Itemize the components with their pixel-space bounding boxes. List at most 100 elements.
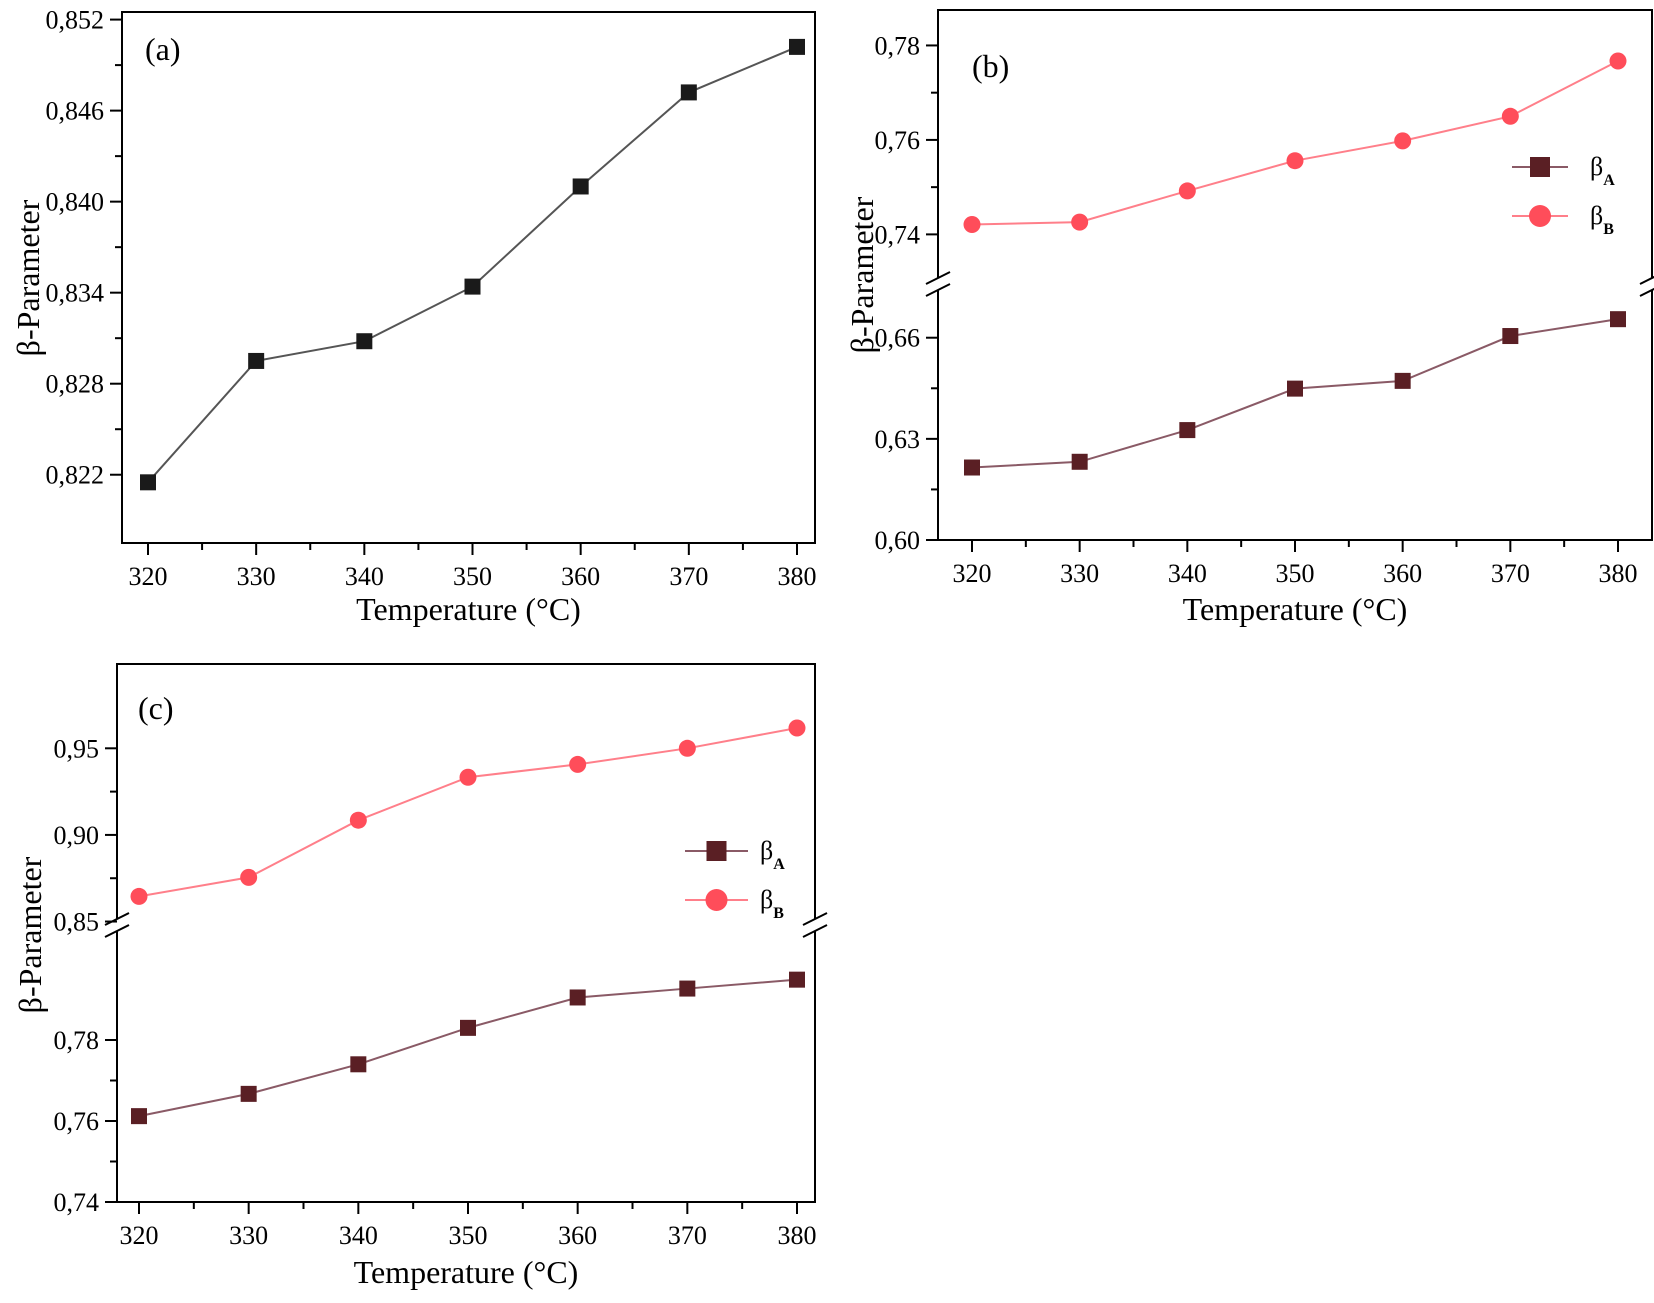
x-tick-label: 350 (1276, 559, 1315, 588)
x-tick-label: 320 (120, 1221, 159, 1250)
x-axis-label: Temperature (°C) (1183, 591, 1408, 627)
x-tick-label: 350 (449, 1221, 488, 1250)
x-tick-label: 330 (1060, 559, 1099, 588)
data-point-circle (1286, 152, 1304, 170)
data-point-circle (678, 739, 696, 757)
legend-subscript: A (773, 856, 785, 873)
legend-subscript: A (1603, 172, 1615, 189)
legend-symbol: β (1590, 201, 1603, 230)
y-tick-label: 0,78 (875, 31, 921, 60)
data-point-square (356, 333, 373, 350)
axis-break-mark (1639, 275, 1654, 285)
legend-marker-square (706, 841, 727, 861)
y-axis-label: β-Parameter (10, 199, 46, 356)
plot-frame (121, 11, 816, 544)
data-point-square (1179, 422, 1196, 439)
panel-c-chart: 320 330 340 350 360 370 380 0,74 0,76 0,78 0,85 0,9… (12, 663, 828, 1290)
y-tick-label: 0,822 (46, 461, 105, 490)
legend-entry: βB (1590, 201, 1614, 238)
x-axis-label: Temperature (°C) (354, 1254, 579, 1290)
legend-symbol: β (760, 885, 773, 914)
panel-label: (b) (972, 48, 1009, 84)
legend-entry: βA (760, 836, 785, 873)
x-tick-label: 320 (129, 562, 168, 591)
data-point-square (964, 459, 980, 476)
panel-b-chart: 320 330 340 350 360 370 380 0,60 0,63 0,66 0,74 0,7… (844, 9, 1654, 627)
y-tick-label: 0,76 (875, 126, 921, 155)
axis-break-mark (104, 924, 130, 938)
data-point-square (789, 38, 805, 55)
x-tick-label: 340 (339, 1221, 378, 1250)
data-point-square (464, 278, 481, 295)
data-point-square (1287, 380, 1303, 397)
data-point-square (140, 474, 156, 491)
x-axis-label: Temperature (°C) (356, 591, 581, 627)
x-tick-label: 380 (778, 562, 817, 591)
x-tick-label: 330 (229, 1221, 268, 1250)
y-tick-label: 0,90 (54, 821, 100, 850)
x-tick-label: 370 (669, 562, 708, 591)
y-tick-label: 0,74 (54, 1188, 100, 1217)
axis-break-mark (104, 912, 130, 926)
legend-entry: βB (760, 885, 784, 922)
data-point-square (460, 1019, 476, 1036)
y-tick-label: 0,840 (46, 188, 105, 217)
y-tick-label: 0,74 (875, 220, 921, 249)
legend-symbol: β (760, 836, 773, 865)
y-axis-label: β-Parameter (12, 856, 48, 1013)
data-point-circle (1394, 132, 1412, 150)
y-tick-label: 0,846 (46, 97, 105, 126)
data-point-circle (788, 719, 806, 737)
x-tick-label: 330 (237, 562, 276, 591)
y-tick-label: 0,76 (54, 1107, 100, 1136)
axis-break-mark (802, 912, 828, 926)
data-point-square (1071, 453, 1088, 470)
y-tick-label: 0,95 (54, 734, 100, 763)
data-point-square (680, 84, 697, 101)
plot-frame (937, 9, 1653, 541)
data-point-circle (240, 868, 258, 886)
data-point-square (248, 352, 265, 369)
axis-break-mark (925, 271, 951, 285)
y-tick-label: 0,828 (46, 370, 105, 399)
y-tick-label: 0,63 (875, 425, 921, 454)
legend-symbol: β (1590, 152, 1603, 181)
data-point-square (1394, 372, 1411, 389)
x-tick-label: 340 (1168, 559, 1207, 588)
x-tick-label: 350 (453, 562, 492, 591)
data-point-square (679, 980, 696, 997)
legend-marker-circle (705, 889, 728, 911)
series-line (138, 978, 798, 1118)
data-point-circle (349, 811, 367, 829)
x-tick-label: 360 (558, 1221, 597, 1250)
x-tick-label: 380 (1599, 559, 1638, 588)
y-tick-label: 0,85 (54, 908, 100, 937)
data-point-square (569, 989, 586, 1006)
series-line (147, 45, 798, 483)
axis-break-mark (1639, 287, 1654, 297)
axis-break-mark (802, 924, 828, 938)
legend-marker-square (1530, 157, 1550, 177)
legend-subscript: B (773, 905, 784, 922)
y-tick-label: 0,834 (46, 279, 105, 308)
axis-break-mark (925, 283, 951, 297)
x-tick-label: 360 (1383, 559, 1422, 588)
data-point-circle (963, 215, 981, 233)
x-tick-label: 320 (953, 559, 992, 588)
y-tick-label: 0,852 (46, 6, 105, 35)
data-point-circle (130, 887, 148, 905)
panel-a-chart: 320 330 340 350 360 370 380 0,822 0,828 0,834 0,84… (10, 6, 816, 627)
data-point-circle (1501, 107, 1519, 125)
y-tick-label: 0,60 (875, 526, 921, 555)
data-point-square (131, 1108, 147, 1125)
x-tick-label: 370 (1491, 559, 1530, 588)
data-point-square (572, 178, 589, 195)
legend-marker-circle (1529, 205, 1551, 227)
data-point-circle (459, 768, 477, 786)
series-line (138, 727, 798, 898)
data-point-square (240, 1085, 257, 1102)
y-axis-label: β-Parameter (844, 196, 880, 353)
data-point-circle (569, 755, 587, 773)
x-tick-label: 380 (778, 1221, 817, 1250)
